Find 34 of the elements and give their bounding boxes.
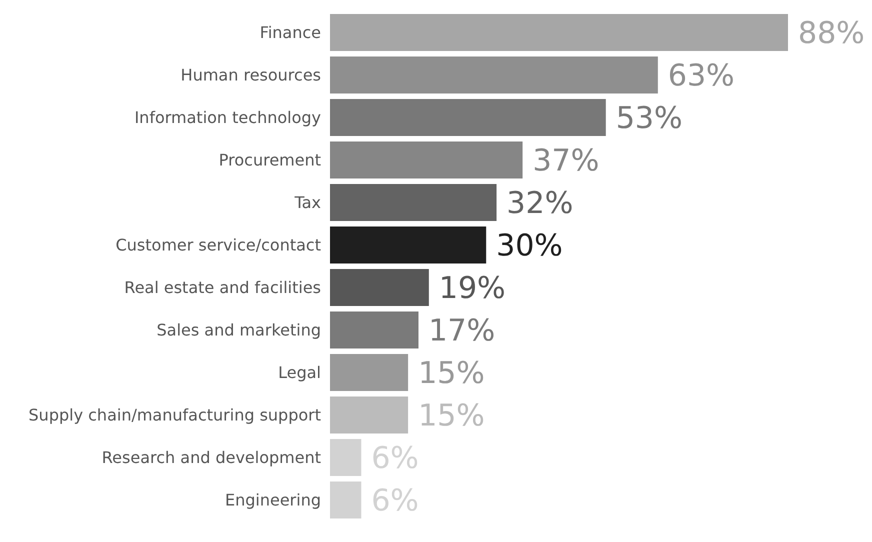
y-tick-label: Human resources [180,66,321,85]
bar [330,482,362,518]
bar [330,14,788,51]
y-tick-label: Sales and marketing [156,320,321,340]
bar [330,56,658,94]
bar [330,142,523,178]
bar [330,226,486,264]
data-label: 53% [616,101,683,136]
y-tick-label: Tax [294,193,321,212]
y-tick-label: Real estate and facilities [124,278,321,298]
bar [330,184,497,221]
y-tick-label: Customer service/contact [116,236,321,255]
data-label: 30% [496,228,563,264]
data-label: 88% [798,16,865,51]
bar [330,354,408,391]
bar [330,312,418,348]
bar [330,396,408,434]
data-label: 19% [438,271,506,306]
y-tick-label: Procurement [218,150,321,170]
y-tick-label: Finance [260,23,321,42]
y-tick-label: Research and development [102,448,321,468]
bar [330,439,362,476]
data-label: 32% [506,186,574,221]
y-tick-label: Legal [278,363,321,382]
y-tick-label: Information technology [134,108,321,128]
data-label: 17% [428,314,496,348]
y-tick-label: Engineering [225,490,321,510]
y-tick-label: Supply chain/manufacturing support [28,406,321,425]
data-label: 15% [418,398,485,434]
bar [330,269,429,306]
data-label: 15% [418,356,485,391]
data-label: 37% [532,144,600,178]
bar [330,99,606,136]
data-label: 63% [668,58,735,94]
